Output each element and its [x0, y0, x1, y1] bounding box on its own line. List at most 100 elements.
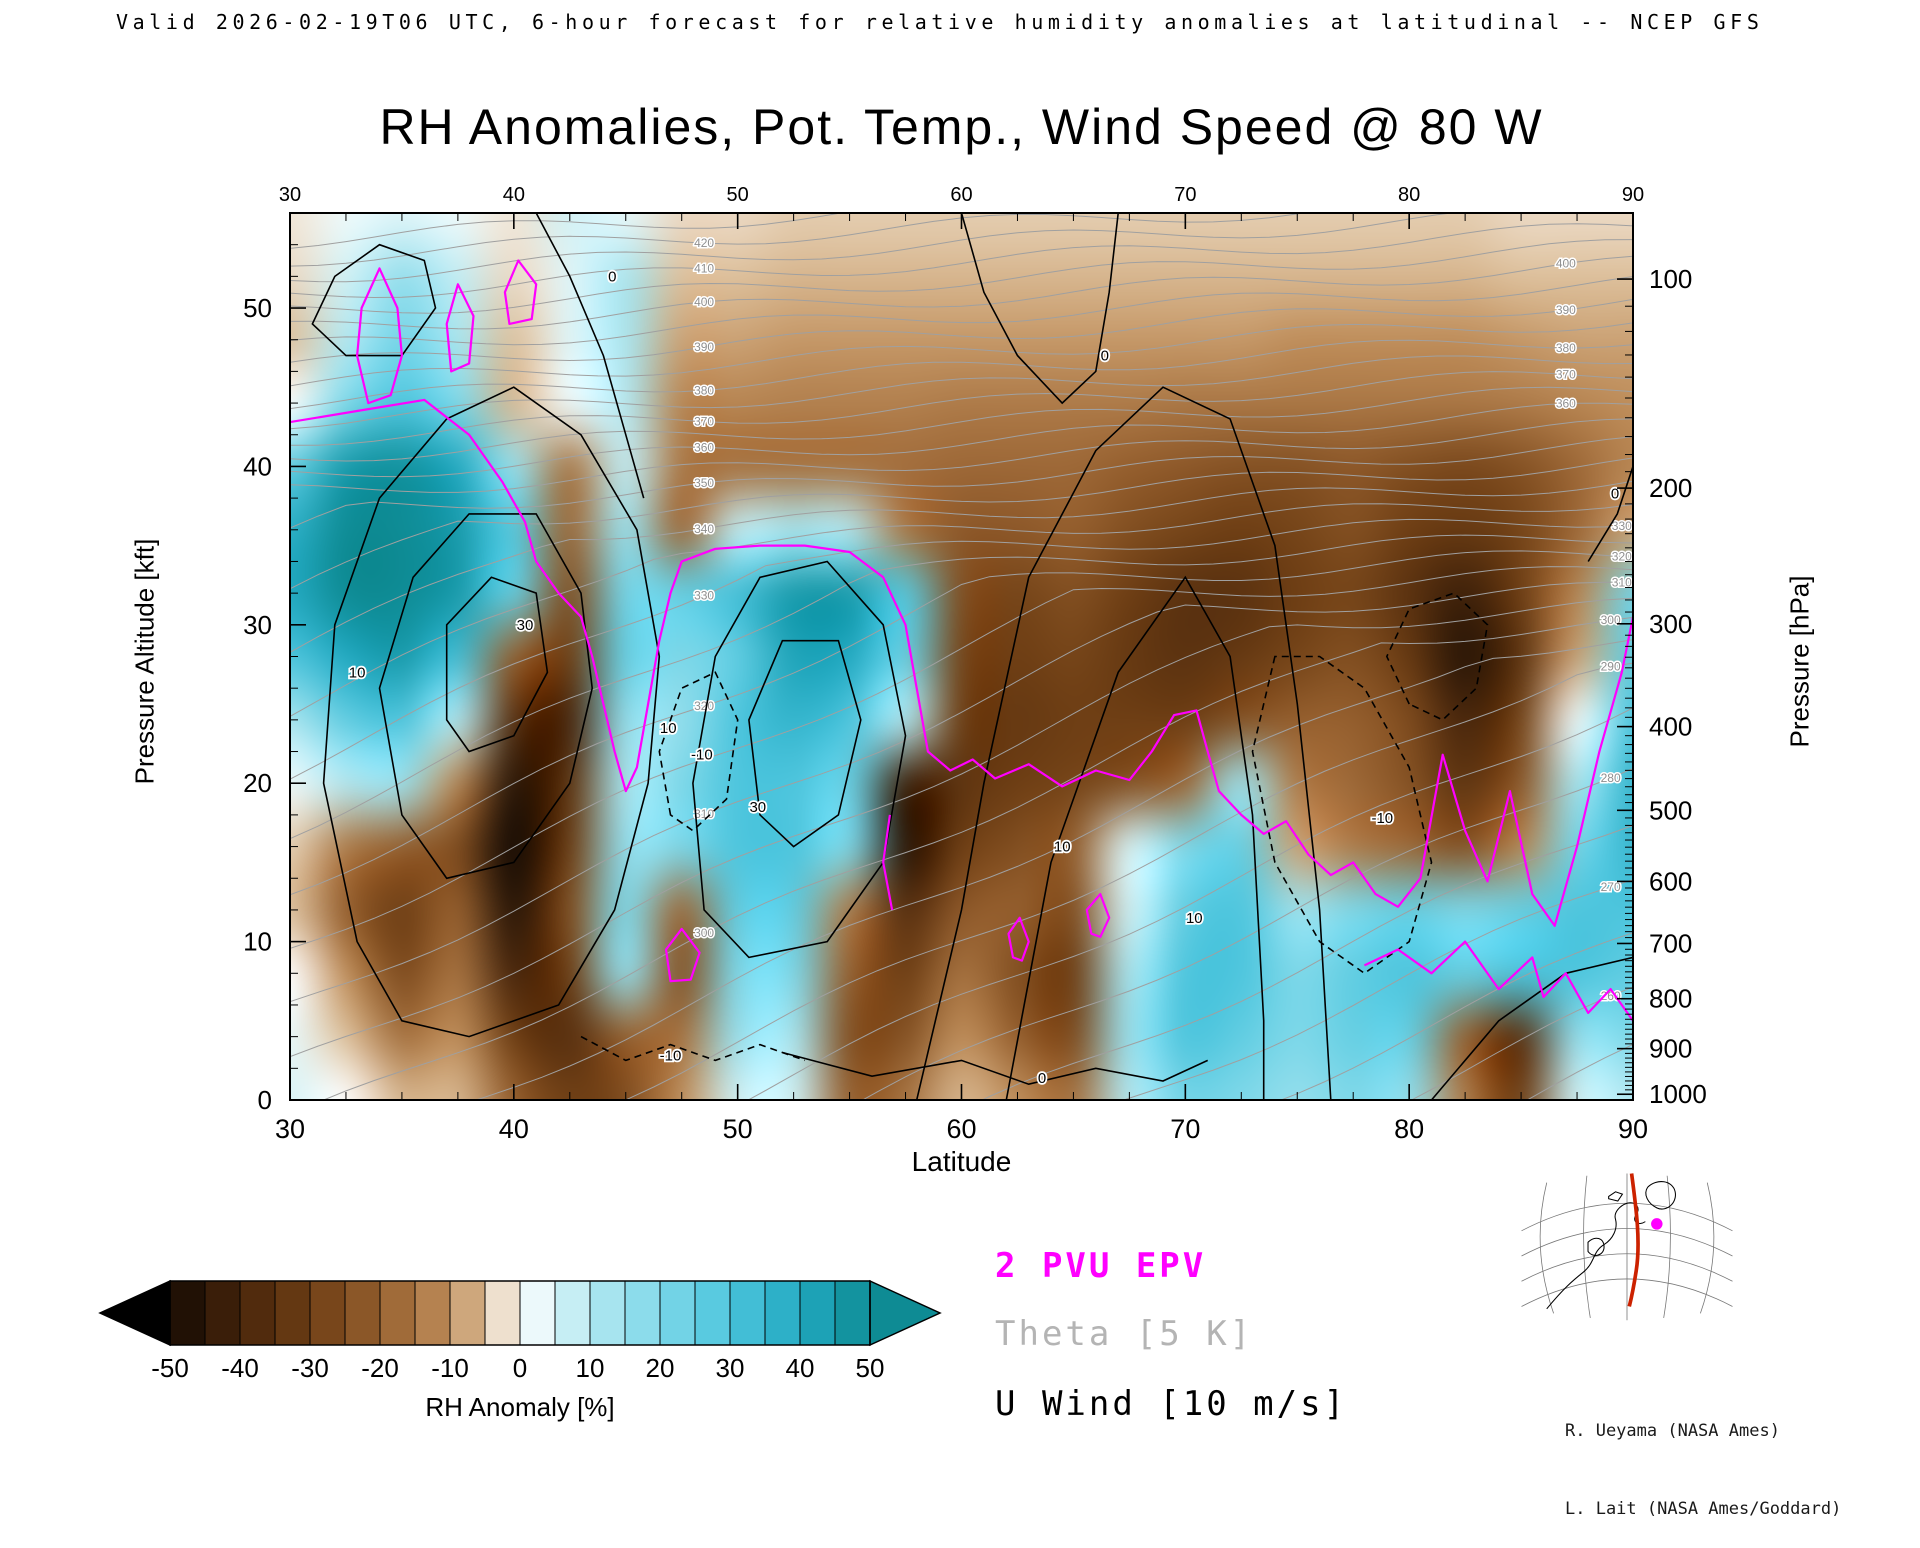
theta-contour-label: 280 — [1601, 771, 1621, 785]
theta-contour — [290, 255, 1633, 330]
u-wind-contour — [322, 386, 661, 1038]
theta-contour — [290, 566, 1633, 949]
theta-contour — [290, 355, 1633, 430]
colorbar-right-arrow — [869, 1279, 942, 1347]
theta-contour — [624, 662, 1633, 1100]
colorbar-segment — [205, 1281, 241, 1345]
colorbar-label: RH Anomaly [%] — [425, 1392, 615, 1422]
theta-contour-label: 380 — [1556, 341, 1576, 355]
theta-contour-label: 330 — [1612, 519, 1632, 533]
credits: R. Ueyama (NASA Ames) L. Lait (NASA Ames… — [1565, 1366, 1841, 1548]
page-title: RH Anomalies, Pot. Temp., Wind Speed @ 8… — [379, 99, 1544, 155]
colorbar-segment — [310, 1281, 346, 1345]
u-wind-contour-label: -10 — [1371, 810, 1393, 827]
theta-contour — [290, 418, 1633, 493]
theta-contour — [747, 707, 1633, 1100]
rh-anomaly-heatmap — [290, 213, 1633, 1100]
epv-contour — [445, 283, 475, 373]
colorbar-segment — [765, 1281, 801, 1345]
colorbar-segment — [275, 1281, 311, 1345]
colorbar-tick-label: 40 — [786, 1353, 815, 1383]
theta-contour — [290, 371, 1633, 446]
theta-contour — [290, 550, 1633, 896]
theta-contour — [290, 518, 1633, 780]
theta-contour — [290, 276, 1633, 346]
theta-contour-label: 360 — [1556, 397, 1576, 411]
epv-contour — [664, 927, 701, 983]
u-wind-contour-label: 0 — [1038, 1070, 1046, 1087]
x-axis-tick-label: 30 — [275, 1114, 305, 1144]
u-wind-contour — [915, 386, 1332, 1100]
y-right-tick-label: 500 — [1649, 795, 1692, 825]
theta-contour-label: 320 — [694, 699, 714, 713]
colorbar-segment — [450, 1281, 486, 1345]
colorbar-tick-label: -10 — [431, 1353, 469, 1383]
plot-frame — [289, 212, 1634, 1101]
contour-overlay: 3003103203303403503603703803904004104203… — [98, 184, 1707, 1383]
colorbar-segment — [695, 1281, 731, 1345]
epv-contour — [1085, 893, 1111, 938]
cross-section-meridian-line — [1627, 1173, 1640, 1307]
x-axis-tick-label: 80 — [1394, 1114, 1424, 1144]
theta-contour — [290, 581, 1633, 1003]
theta-contour — [1410, 986, 1633, 1100]
epv-contour — [356, 267, 403, 405]
theta-contour — [1122, 879, 1633, 1100]
theta-contour — [290, 534, 1633, 840]
y-right-tick-label: 700 — [1649, 928, 1692, 958]
u-wind-contour — [1587, 466, 1633, 562]
theta-contour-label: 390 — [694, 340, 714, 354]
colorbar-segment — [380, 1281, 416, 1345]
x-axis-tick-label-top: 40 — [503, 184, 525, 206]
theta-contour-label: 330 — [694, 589, 714, 603]
theta-contour-label: 410 — [694, 262, 714, 276]
colorbar-tick-label: 30 — [716, 1353, 745, 1383]
theta-contour — [290, 402, 1633, 478]
epv-contour — [1007, 916, 1030, 962]
theta-contour-label: 390 — [1556, 303, 1576, 317]
colorbar-segment — [835, 1281, 871, 1345]
theta-contour — [861, 768, 1633, 1100]
theta-contour — [1279, 932, 1633, 1100]
theta-contour — [290, 386, 1633, 462]
colorbar-tick-label: 50 — [856, 1353, 885, 1383]
inset-map-svg — [1521, 1173, 1733, 1321]
colorbar-segment — [415, 1281, 451, 1345]
theta-contour — [290, 223, 1633, 299]
u-wind-contour — [782, 1051, 1209, 1086]
colorbar-segment — [625, 1281, 661, 1345]
theta-contour-label: 310 — [1612, 575, 1632, 589]
u-wind-contour — [311, 243, 437, 357]
u-wind-contour — [692, 560, 907, 959]
legend-theta: Theta [5 K] — [995, 1314, 1254, 1354]
theta-contour — [290, 480, 1633, 653]
u-wind-contour-label: 0 — [1101, 348, 1109, 365]
y-axis-label-right: Pressure [hPa] — [1784, 575, 1815, 748]
theta-contour-label: 310 — [694, 807, 714, 821]
u-wind-contour — [580, 1035, 806, 1062]
colorbar-segment — [170, 1281, 206, 1345]
colorbar-segment — [660, 1281, 696, 1345]
theta-contour — [1526, 1043, 1633, 1100]
y-right-tick-label: 900 — [1649, 1034, 1692, 1064]
u-wind-contour-label: -10 — [691, 747, 713, 764]
y-right-tick-label: 300 — [1649, 609, 1692, 639]
x-axis-tick-label-top: 60 — [950, 184, 972, 206]
x-axis-tick-label-top: 30 — [279, 184, 301, 206]
epv-contour — [1363, 940, 1633, 1022]
epv-contour — [882, 814, 894, 911]
theta-contour-label: 370 — [694, 415, 714, 429]
u-wind-contour — [445, 576, 549, 753]
credit-line-2: L. Lait (NASA Ames/Goddard) — [1565, 1499, 1842, 1519]
colorbar-left-arrow — [98, 1279, 171, 1347]
credit-line-1: R. Ueyama (NASA Ames) — [1565, 1421, 1780, 1441]
y-right-tick-label: 200 — [1649, 473, 1692, 503]
u-wind-contour — [960, 213, 1119, 405]
y-right-tick-label: 800 — [1649, 984, 1692, 1014]
u-wind-contour — [748, 639, 862, 848]
colorbar-segment — [485, 1281, 521, 1345]
inset-graticule — [1521, 1173, 1733, 1321]
u-wind-contour-label: 30 — [749, 799, 766, 816]
u-wind-contour — [1385, 592, 1489, 721]
y-right-tick-label: 600 — [1649, 866, 1692, 896]
